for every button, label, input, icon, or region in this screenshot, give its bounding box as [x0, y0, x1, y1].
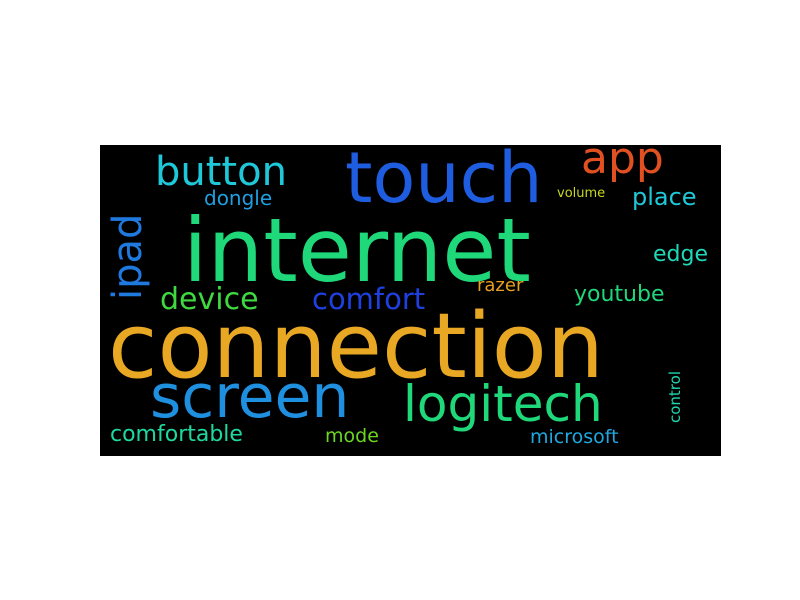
- word-touch: touch: [345, 145, 543, 219]
- word-logitech: logitech: [403, 375, 603, 433]
- word-internet: internet: [183, 199, 531, 302]
- word-button: button: [155, 149, 287, 195]
- word-comfort: comfort: [312, 282, 426, 316]
- word-control: control: [666, 371, 684, 423]
- word-razer: razer: [477, 275, 524, 296]
- word-comfortable: comfortable: [110, 422, 243, 447]
- word-ipad: ipad: [105, 213, 151, 300]
- word-connection: connection: [108, 294, 604, 399]
- word-edge: edge: [653, 242, 708, 267]
- word-screen: screen: [150, 362, 350, 432]
- word-device: device: [160, 282, 259, 317]
- word-youtube: youtube: [574, 282, 665, 307]
- word-microsoft: microsoft: [530, 426, 619, 448]
- word-app: app: [581, 145, 664, 184]
- word-cloud: internet connection touch screen logitec…: [100, 145, 721, 456]
- word-dongle: dongle: [204, 186, 273, 210]
- word-volume: volume: [557, 186, 606, 201]
- word-place: place: [632, 183, 697, 211]
- word-mode: mode: [325, 425, 379, 447]
